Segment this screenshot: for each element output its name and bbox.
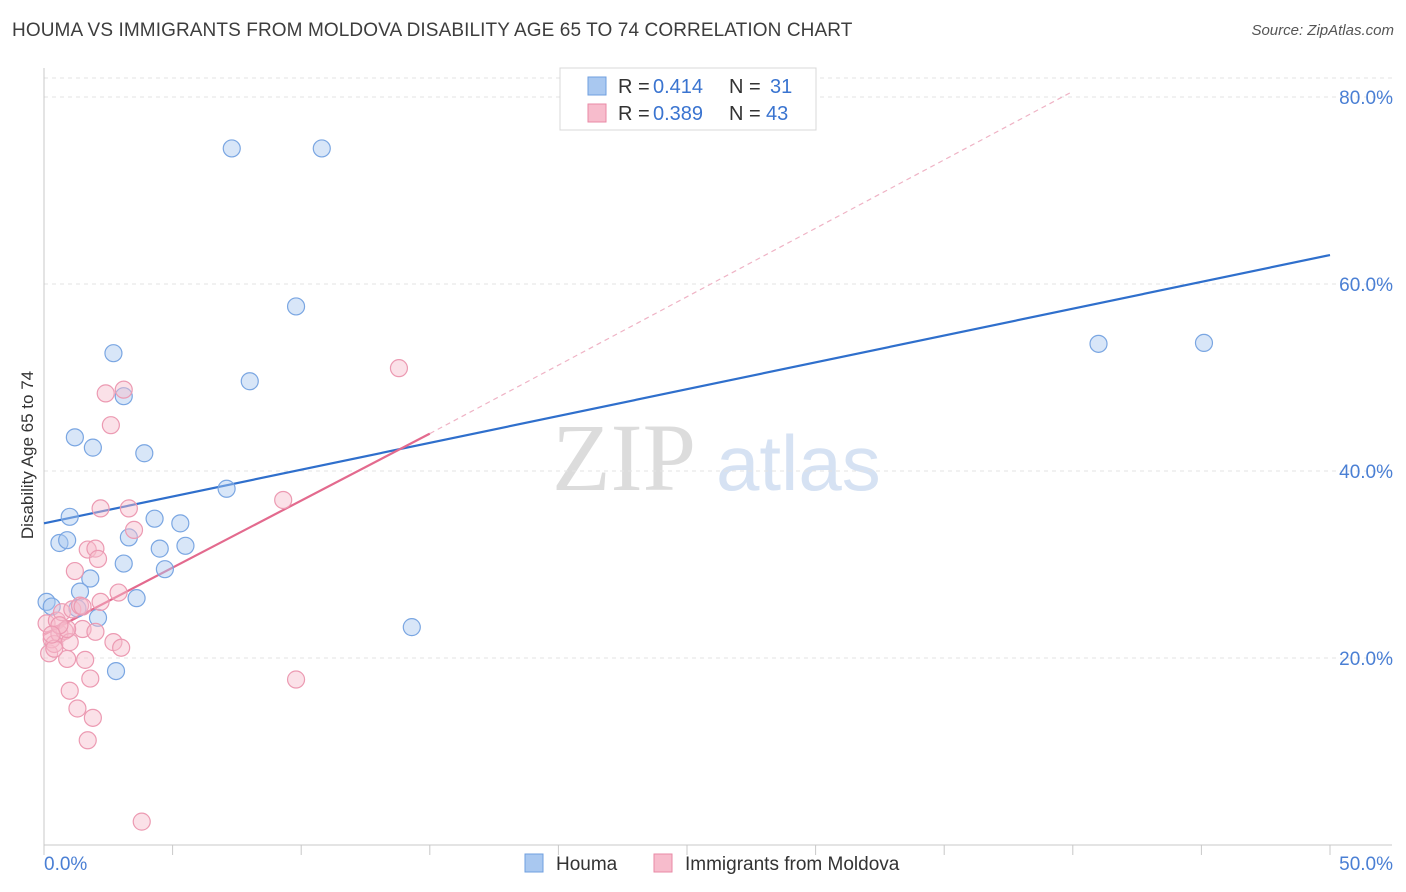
legend-swatch-houma bbox=[587, 76, 607, 96]
data-point-moldova bbox=[286, 670, 306, 689]
data-point-houma bbox=[222, 139, 241, 158]
x-tick-label: 50.0% bbox=[1339, 854, 1393, 875]
data-point-houma bbox=[70, 582, 90, 601]
data-point-houma bbox=[135, 444, 154, 463]
data-point-houma bbox=[58, 531, 77, 550]
data-point-moldova bbox=[112, 638, 131, 657]
data-point-moldova bbox=[124, 520, 144, 540]
data-point-houma bbox=[60, 507, 79, 526]
legend-n-label-houma: N = bbox=[729, 76, 761, 98]
y-tick-label: 80.0% bbox=[1339, 88, 1393, 109]
legend-n-label-moldova: N = bbox=[729, 103, 761, 125]
trend-line-moldova bbox=[43, 432, 431, 636]
data-point-houma bbox=[104, 344, 123, 363]
data-point-moldova bbox=[109, 583, 128, 602]
source-credit: Source: ZipAtlas.com bbox=[1251, 22, 1394, 39]
y-tick-label: 60.0% bbox=[1339, 275, 1393, 296]
data-point-houma bbox=[114, 554, 133, 573]
data-point-moldova bbox=[101, 416, 120, 435]
data-point-houma bbox=[88, 608, 108, 627]
data-point-houma bbox=[240, 372, 259, 391]
legend-r-value-moldova: 0.389 bbox=[653, 103, 703, 125]
data-point-moldova bbox=[96, 384, 115, 403]
data-point-moldova bbox=[73, 597, 92, 616]
data-point-moldova bbox=[78, 731, 97, 750]
data-point-moldova bbox=[86, 622, 105, 641]
watermark-zip: ZIP bbox=[552, 404, 696, 511]
data-point-moldova bbox=[83, 708, 102, 727]
gridlines bbox=[44, 77, 1392, 659]
data-point-moldova bbox=[274, 490, 293, 510]
y-tick-label: 20.0% bbox=[1339, 649, 1393, 670]
data-points bbox=[37, 139, 1214, 831]
data-point-moldova bbox=[132, 812, 151, 831]
data-point-moldova bbox=[91, 592, 110, 612]
data-point-houma bbox=[1194, 333, 1214, 353]
trend-line-houma bbox=[43, 253, 1331, 525]
data-point-moldova bbox=[114, 380, 133, 399]
data-point-moldova bbox=[119, 499, 138, 518]
legend-r-value-houma: 0.414 bbox=[653, 76, 703, 98]
y-tick-label: 40.0% bbox=[1339, 462, 1393, 483]
tick-labels: 20.0% 40.0% 60.0% 80.0% 0.0% 50.0% bbox=[44, 88, 1393, 875]
data-point-houma bbox=[42, 597, 61, 616]
bottom-legend-label-moldova: Immigrants from Moldova bbox=[685, 854, 900, 875]
legend-swatch-moldova bbox=[587, 103, 607, 123]
trend-extension-moldova bbox=[429, 90, 1074, 435]
data-point-houma bbox=[176, 536, 195, 555]
data-point-moldova bbox=[389, 359, 409, 378]
data-point-houma bbox=[65, 428, 84, 447]
data-point-moldova bbox=[91, 499, 110, 518]
data-point-moldova bbox=[86, 539, 105, 558]
data-point-houma bbox=[155, 560, 174, 579]
data-point-houma bbox=[286, 297, 306, 316]
data-point-houma bbox=[1089, 334, 1108, 353]
data-point-moldova bbox=[45, 639, 64, 658]
data-point-moldova bbox=[81, 669, 100, 688]
data-point-houma bbox=[312, 139, 331, 158]
data-point-houma bbox=[171, 514, 190, 533]
trend-lines bbox=[43, 90, 1331, 636]
data-point-moldova bbox=[88, 549, 108, 568]
data-point-moldova bbox=[42, 625, 61, 644]
chart-title: HOUMA VS IMMIGRANTS FROM MOLDOVA DISABIL… bbox=[12, 20, 853, 41]
data-point-houma bbox=[150, 539, 169, 558]
data-point-houma bbox=[114, 387, 133, 406]
bottom-legend-label-houma: Houma bbox=[556, 854, 618, 875]
legend-r-label-houma: R = bbox=[618, 76, 650, 98]
data-point-moldova bbox=[60, 681, 79, 700]
watermark-atlas: atlas bbox=[716, 419, 881, 507]
legend-n-value-moldova: 43 bbox=[766, 103, 788, 125]
bottom-legend-swatch-moldova bbox=[653, 853, 673, 873]
axes bbox=[43, 68, 1392, 855]
x-tick-label: 0.0% bbox=[44, 854, 87, 875]
data-point-moldova bbox=[50, 616, 69, 635]
data-point-moldova bbox=[65, 561, 84, 581]
data-point-moldova bbox=[76, 650, 95, 669]
y-axis-label: Disability Age 65 to 74 bbox=[18, 371, 37, 539]
data-point-houma bbox=[83, 438, 102, 457]
bottom-legend-swatch-houma bbox=[524, 853, 544, 873]
data-point-houma bbox=[81, 569, 100, 588]
data-point-houma bbox=[127, 589, 146, 608]
data-point-houma bbox=[106, 661, 126, 681]
data-point-houma bbox=[402, 618, 421, 637]
legend-r-label-moldova: R = bbox=[618, 103, 650, 125]
correlation-legend: R = 0.414 N = 31 R = 0.389 N = 43 bbox=[559, 67, 817, 131]
series-legend: Houma Immigrants from Moldova bbox=[524, 853, 900, 875]
data-point-houma bbox=[145, 509, 164, 528]
data-point-houma bbox=[217, 479, 236, 498]
data-point-moldova bbox=[68, 699, 87, 718]
legend-n-value-houma: 31 bbox=[770, 76, 792, 98]
